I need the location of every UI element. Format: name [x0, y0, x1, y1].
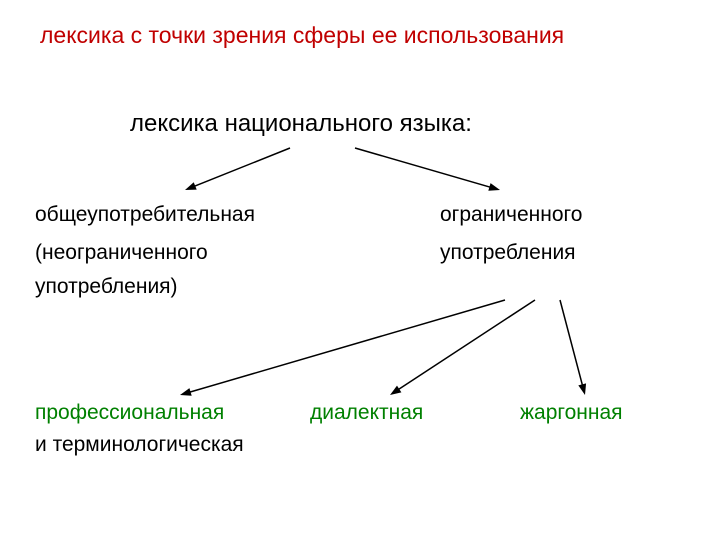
diagram-stage: лексика с точки зрения сферы ее использо… [0, 0, 720, 540]
arrow-layer [0, 0, 720, 540]
leaf-jargon: жаргонная [520, 400, 623, 425]
slide-title: лексика с точки зрения сферы ее использо… [40, 22, 564, 50]
root-node: лексика национального языка: [130, 110, 472, 139]
left-branch-line3: употребления) [35, 274, 178, 299]
right-branch-line2: употребления [440, 240, 576, 265]
leaf-professional-line1: профессиональная [35, 400, 224, 425]
leaf-professional-line2: и терминологическая [35, 432, 244, 457]
leaf-dialect: диалектная [310, 400, 423, 425]
left-branch-line2: (неограниченного [35, 240, 208, 265]
left-branch-line1: общеупотребительная [35, 202, 255, 227]
right-branch-line1: ограниченного [440, 202, 582, 227]
